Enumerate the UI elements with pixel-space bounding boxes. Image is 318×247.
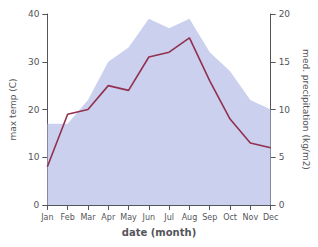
svg-text:Jun: Jun [142,213,156,222]
svg-text:max temp (C): max temp (C) [8,78,18,140]
svg-text:Mar: Mar [80,213,96,222]
svg-text:40: 40 [28,9,40,19]
svg-text:0: 0 [34,200,40,210]
svg-text:Sep: Sep [202,213,217,222]
svg-text:5: 5 [279,152,285,162]
svg-text:Jan: Jan [40,213,53,222]
svg-text:Feb: Feb [61,213,75,222]
svg-text:10: 10 [28,152,40,162]
svg-text:med. precipitation (kg/m2): med. precipitation (kg/m2) [301,49,311,170]
svg-text:20: 20 [279,9,291,19]
svg-text:Aug: Aug [182,213,198,222]
svg-text:10: 10 [279,105,291,115]
svg-text:Apr: Apr [101,213,116,222]
svg-text:Dec: Dec [263,213,278,222]
svg-text:30: 30 [28,57,40,67]
svg-text:Nov: Nov [243,213,259,222]
svg-text:Jul: Jul [163,213,174,222]
svg-text:20: 20 [28,105,40,115]
svg-text:0: 0 [279,200,285,210]
svg-text:15: 15 [279,57,290,67]
svg-text:Oct: Oct [223,213,237,222]
svg-text:May: May [120,213,137,222]
svg-text:date (month): date (month) [122,227,196,238]
